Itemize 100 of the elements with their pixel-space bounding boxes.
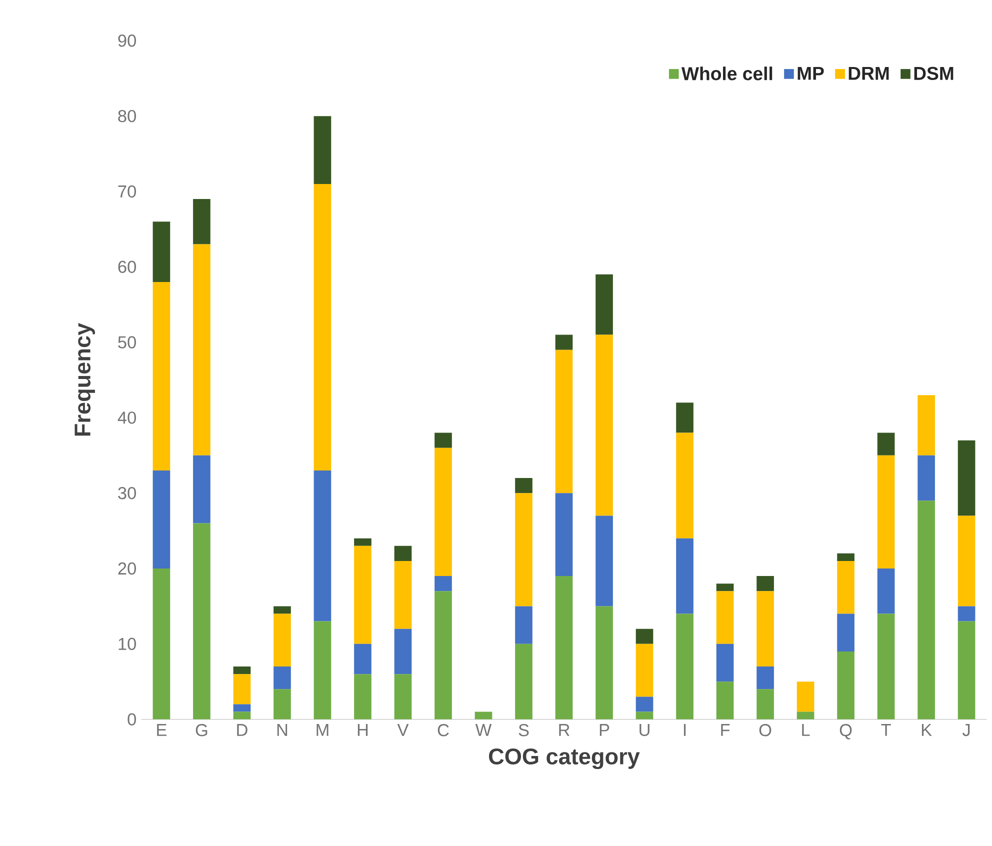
bar xyxy=(233,666,251,674)
legend-label: Whole cell xyxy=(681,66,772,80)
bar xyxy=(756,576,774,592)
y-tick-label: 60 xyxy=(118,260,136,273)
x-tick-label: Q xyxy=(840,724,852,740)
x-tick-label: T xyxy=(881,724,891,736)
bar xyxy=(716,644,734,682)
bar xyxy=(918,455,935,501)
bar xyxy=(233,704,251,712)
bar xyxy=(596,274,613,335)
bar xyxy=(958,516,976,606)
bar xyxy=(152,222,170,282)
x-tick-label: N xyxy=(277,724,288,736)
bar xyxy=(354,546,372,644)
bar xyxy=(193,244,210,456)
bar xyxy=(877,568,895,614)
bar xyxy=(837,553,854,561)
bar xyxy=(555,334,573,350)
bar xyxy=(434,591,452,720)
bar xyxy=(756,689,774,720)
x-tick-label: V xyxy=(397,724,409,736)
bar xyxy=(636,712,654,720)
bar xyxy=(314,470,332,622)
bar xyxy=(676,614,694,720)
bar xyxy=(515,478,532,494)
y-tick-label: 80 xyxy=(118,110,136,122)
y-tick-label: 0 xyxy=(128,713,136,726)
bar xyxy=(314,116,332,184)
bar xyxy=(233,674,251,704)
x-tick-label: F xyxy=(721,724,730,736)
y-tick-label: 90 xyxy=(118,34,136,47)
x-tick-label: L xyxy=(802,724,810,736)
x-tick-label: D xyxy=(237,724,248,736)
bar xyxy=(918,395,935,456)
x-tick-label: G xyxy=(196,724,208,736)
x-tick-label: P xyxy=(600,724,610,736)
bar xyxy=(274,666,291,690)
bar xyxy=(877,432,895,456)
bar xyxy=(958,440,976,516)
x-tick-label: M xyxy=(316,724,328,736)
bar xyxy=(918,500,935,720)
x-tick-label: K xyxy=(922,724,932,736)
bar xyxy=(756,666,774,690)
bar xyxy=(193,523,210,720)
x-tick-label: W xyxy=(475,724,492,736)
bar xyxy=(152,470,170,569)
x-tick-label: U xyxy=(640,724,650,736)
bar xyxy=(434,432,452,448)
y-tick-label: 70 xyxy=(118,185,136,198)
bar xyxy=(555,493,573,576)
legend-label: DRM xyxy=(848,66,889,80)
bar xyxy=(274,614,291,667)
bar xyxy=(958,621,976,720)
bar xyxy=(837,614,854,652)
bar xyxy=(837,560,854,614)
bar xyxy=(314,184,332,470)
bar xyxy=(274,606,291,614)
x-tick-label: O xyxy=(759,724,772,736)
bar xyxy=(555,350,573,494)
bar xyxy=(756,591,774,667)
bar xyxy=(152,568,170,720)
bar xyxy=(716,682,734,720)
bar xyxy=(596,516,613,606)
bar xyxy=(636,644,654,697)
bar xyxy=(636,696,654,712)
x-axis-title: COG category xyxy=(489,748,640,770)
bar xyxy=(193,455,210,524)
bar xyxy=(515,606,532,644)
bar xyxy=(233,712,251,720)
x-tick-label: J xyxy=(962,724,970,736)
x-tick-label: R xyxy=(559,724,570,736)
bar xyxy=(394,628,412,674)
bar xyxy=(676,432,694,538)
bar xyxy=(676,538,694,614)
bar xyxy=(716,591,734,644)
bar xyxy=(314,621,332,720)
y-tick-label: 40 xyxy=(118,412,136,424)
bar xyxy=(354,674,372,720)
bar xyxy=(434,576,452,592)
bar xyxy=(837,651,854,720)
x-tick-label: E xyxy=(157,724,166,736)
bar xyxy=(354,538,372,546)
bar xyxy=(474,712,492,720)
bar xyxy=(796,682,814,712)
y-tick-label: 20 xyxy=(118,562,136,575)
bar xyxy=(958,606,976,622)
bar xyxy=(877,455,895,569)
bar xyxy=(596,606,613,720)
bar xyxy=(193,199,210,244)
x-tick-label: C xyxy=(438,724,449,736)
bar xyxy=(434,448,452,576)
y-tick-label: 30 xyxy=(118,486,136,500)
bar xyxy=(716,584,734,592)
bar xyxy=(676,402,694,433)
bar xyxy=(596,334,613,516)
bar xyxy=(877,614,895,720)
bar xyxy=(394,560,412,629)
y-tick-label: 50 xyxy=(118,336,136,348)
x-tick-label: S xyxy=(518,724,529,736)
bar xyxy=(555,576,573,720)
